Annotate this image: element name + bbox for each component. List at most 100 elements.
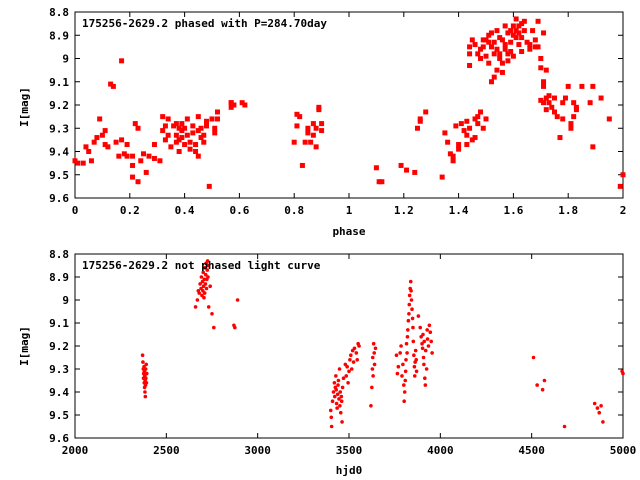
- phased-data-point: [620, 172, 626, 178]
- phased-data-point: [228, 100, 234, 106]
- unphased-data-point: [203, 282, 208, 286]
- phased-data-point: [521, 18, 527, 24]
- phased-data-point: [508, 39, 514, 45]
- unphased-data-point: [420, 346, 425, 351]
- phased-data-point: [456, 146, 462, 152]
- unphased-data-point: [354, 351, 359, 355]
- unphased-data-point: [349, 353, 353, 358]
- phased-data-point: [541, 83, 547, 89]
- phased-data-point: [110, 83, 116, 89]
- unphased-x-tick-label: 5000: [610, 444, 637, 457]
- unphased-data-point: [349, 367, 354, 371]
- phased-y-tick-label: 8.9: [49, 29, 69, 42]
- phased-data-point: [552, 109, 557, 115]
- phased-data-point: [138, 158, 144, 164]
- phased-title: 175256-2629.2 phased with P=284.70day: [82, 17, 327, 30]
- unphased-data-point: [412, 374, 417, 378]
- unphased-data-point: [339, 394, 344, 399]
- phased-data-point: [442, 130, 448, 136]
- phased-data-point: [491, 51, 497, 57]
- phased-chart: 0 0.2 0.4 0.6 0.8 1 1.2 1.4 1.6 1.8 2 8.8 8.9 9 9.1 9.2…: [18, 6, 626, 238]
- unphased-ticks: 2000 2500 3000 3500 4000 4500 5000 8.8 8.9 9 9.1 9.…: [49, 248, 636, 457]
- phased-data-point: [119, 58, 125, 64]
- phased-data-point: [560, 116, 566, 122]
- unphased-data-point: [233, 325, 237, 330]
- unphased-data-point: [334, 387, 339, 392]
- unphased-data-point: [337, 397, 341, 401]
- phased-data-point: [590, 83, 596, 89]
- unphased-data-point: [143, 390, 147, 394]
- phased-data-point: [291, 139, 297, 145]
- unphased-data-point: [348, 358, 352, 362]
- phased-y-tick-label: 9.6: [49, 192, 69, 205]
- phased-data-point: [488, 30, 494, 36]
- phased-data-point: [571, 114, 577, 120]
- phased-data-point: [497, 51, 503, 57]
- phased-data-point: [475, 51, 481, 57]
- phased-data-point: [510, 53, 516, 59]
- unphased-x-tick-label: 3500: [336, 444, 363, 457]
- unphased-data-point: [332, 394, 337, 399]
- phased-data-point: [319, 121, 325, 127]
- unphased-data-point: [427, 323, 432, 328]
- phased-data-point: [510, 32, 516, 38]
- phased-data-point: [458, 121, 464, 127]
- phased-data-point: [157, 158, 163, 164]
- phased-data-point: [538, 65, 544, 71]
- phased-data-point: [204, 123, 210, 129]
- phased-data-point: [513, 16, 519, 22]
- phased-data-point: [105, 144, 111, 150]
- phased-data-point: [130, 162, 136, 168]
- phased-data-point: [617, 183, 623, 189]
- phased-data-point: [486, 39, 492, 45]
- phased-data-point: [469, 137, 475, 143]
- phased-data-point: [212, 125, 218, 131]
- unphased-data-point: [345, 364, 349, 369]
- phased-data-point: [538, 56, 544, 61]
- unphased-data-point: [140, 353, 145, 358]
- phased-data-point: [313, 125, 319, 131]
- unphased-x-axis-label: hjd0: [336, 464, 363, 477]
- phased-data-point: [86, 149, 92, 154]
- phased-data-point: [502, 46, 508, 52]
- phased-data-point: [83, 144, 89, 150]
- phased-data-point: [557, 135, 563, 141]
- unphased-data-point: [535, 383, 539, 387]
- unphased-data-point: [332, 381, 337, 385]
- phased-data-point: [305, 125, 311, 131]
- unphased-data-point: [410, 307, 414, 312]
- unphased-data-point: [423, 376, 427, 381]
- unphased-y-tick-label: 8.8: [49, 248, 69, 261]
- phased-data-point: [173, 139, 179, 145]
- unphased-data-point: [592, 401, 597, 406]
- unphased-data-point: [373, 346, 378, 351]
- unphased-data-point: [202, 277, 207, 282]
- phased-data-point: [417, 116, 423, 122]
- unphased-data-point: [336, 383, 340, 387]
- phased-data-point: [193, 149, 199, 154]
- unphased-data-point: [424, 367, 429, 371]
- phased-data-point: [475, 121, 481, 127]
- phased-data-point: [415, 125, 420, 131]
- phased-data-point: [450, 158, 456, 164]
- phased-data-point: [472, 116, 478, 122]
- phased-data-point: [505, 30, 511, 36]
- phased-data-point: [519, 21, 525, 27]
- phased-data-point: [530, 28, 536, 34]
- phased-data-point: [146, 153, 152, 159]
- phased-data-point: [488, 79, 494, 85]
- unphased-data-point: [621, 371, 625, 376]
- unphased-data-point: [428, 330, 433, 335]
- phased-data-point: [535, 44, 541, 50]
- phased-data-point: [116, 153, 122, 159]
- phased-y-axis-label: I[mag]: [18, 87, 31, 127]
- phased-data-point: [538, 97, 544, 103]
- unphased-data-point: [339, 399, 344, 404]
- unphased-data-point: [144, 371, 149, 376]
- unphased-data-point: [413, 348, 418, 353]
- phased-data-point: [162, 123, 168, 129]
- phased-data-point: [488, 44, 494, 50]
- unphased-title: 175256-2629.2 not phased light curve: [82, 259, 321, 272]
- unphased-data-point: [405, 351, 409, 355]
